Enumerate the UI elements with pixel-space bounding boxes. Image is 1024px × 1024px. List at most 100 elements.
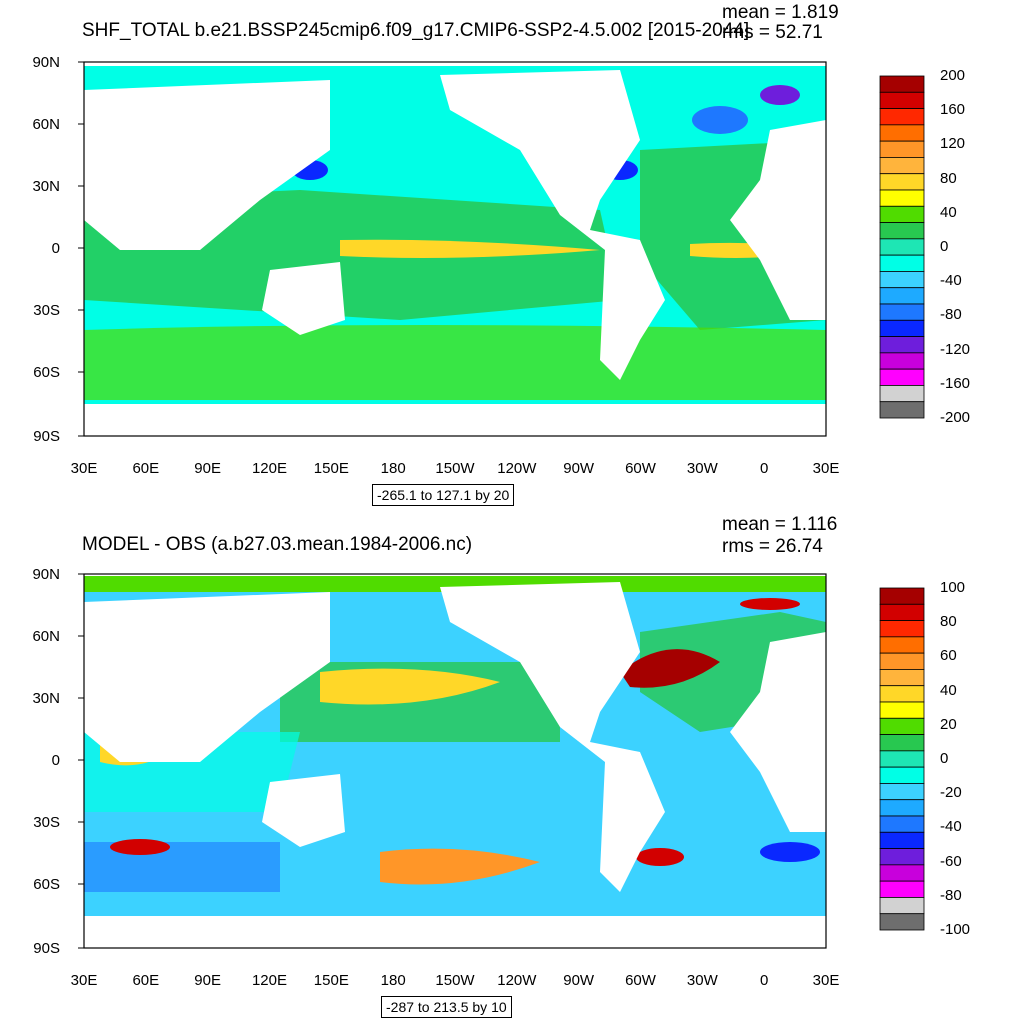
top-contour-info: -265.1 to 127.1 by 20 [372,484,515,506]
bottom-colorbar-box [879,701,925,719]
bottom-colorbar-box [879,603,925,621]
bottom-map-panel: MODEL - OBS (a.b27.03.mean.1984-2006.nc)… [0,512,1024,1024]
bottom-colorbar-box [879,848,925,866]
bottom-colorbar-label: -80 [940,886,962,904]
top-lat-label: 90S [33,428,60,445]
top-lon-label: 30E [812,460,840,477]
top-lon-label: 60W [625,460,656,477]
bottom-colorbar-label: -40 [940,818,962,836]
top-lon-label: 150E [313,460,349,477]
top-colorbar-label: -80 [940,306,962,324]
bottom-panel-mean: mean = 1.116 [722,514,838,535]
top-tick-marks [78,61,84,437]
top-colorbar-label: 120 [940,135,966,153]
bottom-colorbar-box [879,831,925,849]
top-colorbar-label: -120 [940,340,971,358]
top-colorbar-box [879,271,925,289]
bottom-colorbar-label: -100 [940,921,971,938]
top-lat-label: 30S [33,302,60,319]
top-colorbar-box [879,336,925,354]
top-colorbar-label: 0 [940,238,949,255]
top-colorbar-label: 40 [940,203,957,221]
bottom-lat-label: 90N [32,566,60,583]
bottom-colorbar-box [879,652,925,670]
bottom-lat-label: 30N [32,690,60,707]
bottom-lon-label: 180 [380,972,406,989]
bottom-panel-rms: rms = 26.74 [722,536,823,557]
bottom-lat-label: 60S [33,876,60,893]
top-lon-label: 30E [70,460,98,477]
top-colorbar-label: -160 [940,374,971,392]
bottom-colorbar-box [879,799,925,817]
top-colorbar-box [879,319,925,337]
top-lon-label: 120W [497,460,537,477]
top-lon-label: 120E [251,460,288,477]
top-map-panel: SHF_TOTAL b.e21.BSSP245cmip6.f09_g17.CMI… [32,2,971,506]
bottom-lat-label: 60N [32,628,60,645]
top-lon-label: 150W [435,460,475,477]
bottom-colorbar-box [879,864,925,882]
bottom-lon-label: 0 [759,972,769,989]
bottom-lat-label: 30S [33,814,60,831]
top-colorbar-label: -200 [940,409,971,426]
bottom-colorbar-box [879,587,925,605]
bottom-colorbar-label: 40 [940,681,957,699]
top-colorbar-box [879,91,925,109]
top-land-masks [84,64,826,436]
top-panel-title: SHF_TOTAL b.e21.BSSP245cmip6.f09_g17.CMI… [82,20,750,41]
bottom-tick-marks [78,573,84,949]
top-colorbar-box [879,222,925,240]
bottom-colorbar-label: 100 [940,579,966,596]
bottom-lon-label: 120E [251,972,288,989]
top-lat-label: 60S [33,364,60,381]
top-colorbar-box [879,385,925,403]
top-colorbar-box [879,287,925,305]
bottom-colorbar-label: -60 [940,852,962,870]
top-colorbar-box [879,238,925,256]
bottom-colorbar-box [879,766,925,784]
bottom-lon-label: 30E [812,972,840,989]
top-lon-label: 180 [380,460,406,477]
bottom-colorbar-box [879,897,925,915]
bottom-lat-label: 0 [51,752,60,769]
top-map-plot [78,61,925,437]
top-colorbar-box [879,303,925,321]
bottom-panel-title: MODEL - OBS (a.b27.03.mean.1984-2006.nc) [82,534,473,555]
bottom-lon-label: 150E [313,972,349,989]
top-map-frame [83,61,827,437]
top-colorbar-box [879,254,925,272]
top-lat-label: 0 [51,240,60,257]
bottom-colorbar-label: 0 [940,750,949,767]
top-lon-label: 90W [563,460,595,477]
top-colorbar [879,75,925,419]
top-colorbar-box [879,352,925,370]
top-lon-label: 30W [686,460,718,477]
bottom-colorbar-box [879,880,925,898]
bottom-lon-label: 120W [497,972,537,989]
top-colorbar-box [879,205,925,223]
bottom-colorbar-box [879,717,925,735]
top-lat-label: 30N [32,178,60,195]
top-panel-mean: mean = 1.819 [722,2,839,23]
top-colorbar-label: -40 [940,272,962,290]
bottom-lat-label: 90S [33,940,60,957]
top-panel-rms: rms = 52.71 [722,22,823,43]
bottom-colorbar-box [879,783,925,801]
bottom-lon-label: 90E [194,972,221,989]
bottom-contour-info: -287 to 213.5 by 10 [381,996,512,1018]
top-lon-label: 60E [132,460,160,477]
top-colorbar-box [879,124,925,142]
bottom-colorbar-box [879,669,925,687]
bottom-map-frame [83,573,827,949]
bottom-colorbar-label: -20 [940,784,962,802]
bottom-colorbar-box [879,636,925,654]
top-colorbar-box [879,401,925,419]
top-lat-label: 60N [32,116,60,133]
top-colorbar-box [879,75,925,93]
bottom-colorbar-box [879,685,925,703]
bottom-colorbar-label: 20 [940,715,957,733]
bottom-lon-label: 150W [435,972,475,989]
bottom-lon-label: 90W [563,972,595,989]
bottom-colorbar-box [879,913,925,931]
bottom-colorbar-box [879,620,925,638]
